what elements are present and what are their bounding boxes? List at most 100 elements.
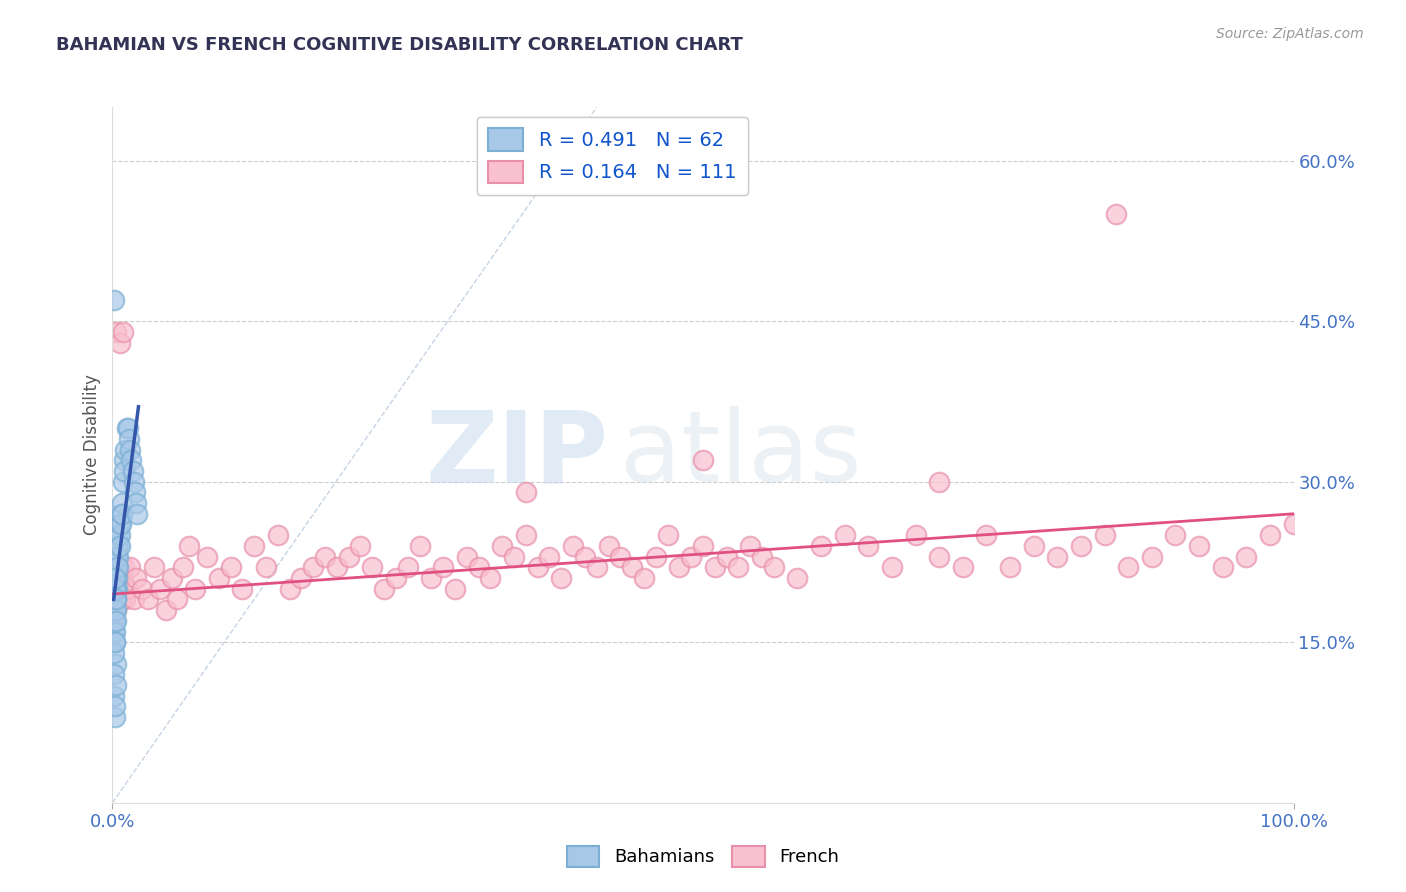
Point: [103, 624, 125, 639]
Point: [136, 592, 159, 607]
Point: [105, 549, 128, 564]
Point: [108, 571, 131, 585]
Point: [131, 582, 153, 596]
Point: [105, 539, 128, 553]
Point: [267, 528, 290, 542]
Point: [103, 667, 125, 681]
Point: [111, 507, 134, 521]
Text: ZIP: ZIP: [426, 407, 609, 503]
Point: [420, 571, 443, 585]
Point: [115, 582, 138, 596]
Point: [111, 496, 134, 510]
Point: [103, 603, 125, 617]
Point: [751, 549, 773, 564]
Point: [104, 614, 127, 628]
Point: [105, 560, 128, 574]
Point: [120, 560, 142, 574]
Point: [114, 442, 136, 457]
Point: [479, 571, 502, 585]
Point: [904, 528, 927, 542]
Point: [112, 571, 135, 585]
Point: [108, 335, 131, 350]
Point: [104, 571, 127, 585]
Point: [491, 539, 513, 553]
Point: [385, 571, 408, 585]
Legend: R = 0.491   N = 62, R = 0.164   N = 111: R = 0.491 N = 62, R = 0.164 N = 111: [477, 117, 748, 194]
Point: [668, 560, 690, 574]
Point: [111, 582, 134, 596]
Point: [998, 560, 1021, 574]
Point: [1234, 549, 1257, 564]
Point: [444, 582, 467, 596]
Point: [762, 560, 785, 574]
Point: [107, 571, 129, 585]
Point: [107, 528, 129, 542]
Point: [122, 475, 145, 489]
Point: [110, 582, 132, 596]
Point: [928, 549, 950, 564]
Point: [105, 592, 128, 607]
Point: [105, 582, 128, 596]
Point: [105, 571, 128, 585]
Point: [609, 549, 631, 564]
Point: [562, 539, 585, 553]
Point: [107, 539, 129, 553]
Point: [326, 560, 349, 574]
Point: [692, 539, 714, 553]
Point: [172, 560, 194, 574]
Point: [314, 549, 336, 564]
Point: [467, 560, 489, 574]
Point: [1094, 528, 1116, 542]
Point: [160, 571, 183, 585]
Point: [120, 442, 142, 457]
Point: [120, 453, 142, 467]
Point: [290, 571, 312, 585]
Point: [526, 560, 548, 574]
Text: Source: ZipAtlas.com: Source: ZipAtlas.com: [1216, 27, 1364, 41]
Point: [432, 560, 454, 574]
Point: [349, 539, 371, 553]
Point: [337, 549, 360, 564]
Point: [105, 325, 128, 339]
Point: [1282, 517, 1305, 532]
Point: [1212, 560, 1234, 574]
Point: [103, 592, 125, 607]
Point: [1022, 539, 1045, 553]
Point: [538, 549, 561, 564]
Point: [104, 582, 127, 596]
Point: [103, 689, 125, 703]
Point: [107, 549, 129, 564]
Point: [108, 592, 131, 607]
Point: [302, 560, 325, 574]
Point: [112, 582, 135, 596]
Point: [112, 475, 135, 489]
Point: [195, 549, 218, 564]
Point: [105, 571, 128, 585]
Point: [976, 528, 998, 542]
Point: [108, 528, 131, 542]
Point: [105, 582, 128, 596]
Point: [166, 592, 188, 607]
Point: [858, 539, 880, 553]
Point: [104, 603, 127, 617]
Point: [155, 603, 177, 617]
Point: [117, 421, 139, 435]
Point: [179, 539, 201, 553]
Point: [110, 517, 132, 532]
Point: [112, 325, 135, 339]
Point: [585, 560, 607, 574]
Point: [692, 453, 714, 467]
Point: [834, 528, 856, 542]
Point: [1258, 528, 1281, 542]
Point: [112, 453, 135, 467]
Point: [740, 539, 762, 553]
Point: [278, 582, 301, 596]
Point: [1116, 560, 1139, 574]
Point: [515, 528, 537, 542]
Point: [118, 432, 141, 446]
Point: [105, 582, 128, 596]
Text: BAHAMIAN VS FRENCH COGNITIVE DISABILITY CORRELATION CHART: BAHAMIAN VS FRENCH COGNITIVE DISABILITY …: [56, 36, 744, 54]
Point: [104, 571, 127, 585]
Point: [361, 560, 384, 574]
Point: [125, 496, 148, 510]
